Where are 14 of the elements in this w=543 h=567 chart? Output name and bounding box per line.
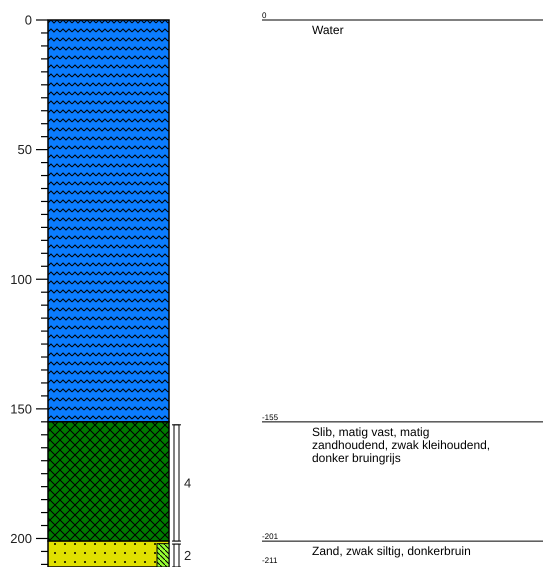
text: -211 [262,556,278,565]
y-tick-label: 0 [24,12,32,28]
text: 0 [262,11,267,20]
y-tick-label: 50 [18,142,32,158]
text: Slib, matig vast, matig zandhoudend, zwak kleihoudend, donker bruingrijs [312,424,490,465]
text: Zand, zwak siltig, donkerbruin [312,544,471,558]
text: -201 [262,532,279,542]
y-tick-label: 100 [10,272,32,287]
text: 4 [184,476,192,490]
y-tick-label: 150 [10,401,32,416]
text: Water [312,23,344,37]
text: 2 [184,548,192,564]
y-tick-label: 200 [10,531,32,546]
text: -155 [262,412,279,422]
